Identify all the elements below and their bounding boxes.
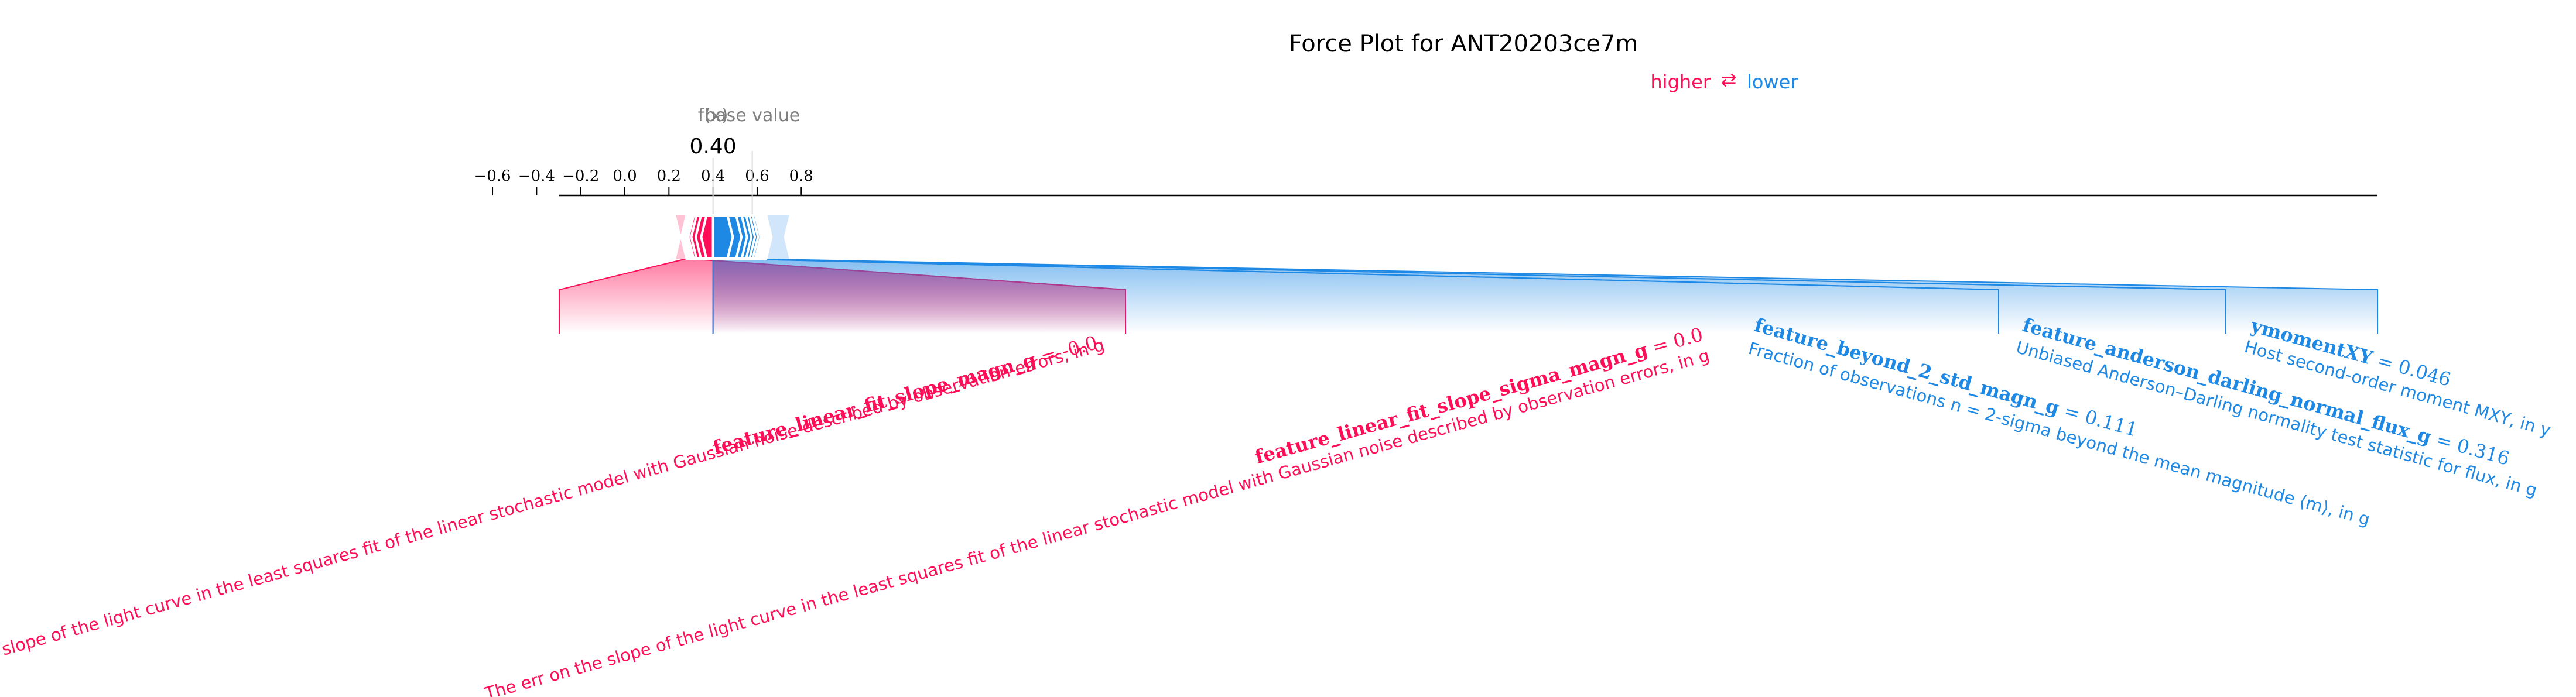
negative-connector-edge xyxy=(727,258,1999,334)
feature-name: feature_linear_fit_slope_sigma_magn_g xyxy=(1253,338,1650,468)
x-tick-label: 0.2 xyxy=(657,167,681,185)
x-tick-label: −0.2 xyxy=(562,167,599,185)
x-tick-label: −0.6 xyxy=(474,167,511,185)
feature-connectors xyxy=(559,258,2378,334)
x-tick-label: −0.4 xyxy=(518,167,555,185)
base-value-label: base value xyxy=(704,105,800,126)
feature-description-2: The err on the slope of the light curve … xyxy=(482,345,1712,697)
feature-description-1: The slope of the light curve in the leas… xyxy=(0,335,1107,669)
chart-title: Force Plot for ANT20203ce7m xyxy=(1289,30,1638,57)
positive-force-segment xyxy=(680,214,689,260)
positive-connector-edge xyxy=(559,258,687,334)
x-tick-label: 0.6 xyxy=(745,167,769,185)
output-value: 0.40 xyxy=(690,135,737,159)
legend-arrow-icon: ⇄ xyxy=(1721,68,1737,91)
negative-connector-fill xyxy=(727,259,2226,334)
negative-force-segment xyxy=(764,214,773,260)
negative-connector-fill xyxy=(713,259,1999,334)
force-bars xyxy=(676,214,789,260)
negative-connector-edge xyxy=(741,258,2378,334)
feature-labels: feature_linear_fit_slope_magn_g = -0.0 T… xyxy=(0,314,2553,697)
negative-connector-edge xyxy=(736,258,2226,334)
x-tick-label: 0.0 xyxy=(613,167,637,185)
x-axis-ticks: −0.6 −0.4 −0.2 0.0 0.2 0.4 0.6 0.8 xyxy=(474,167,813,195)
legend-higher: higher xyxy=(1650,71,1711,93)
legend: higher ⇄ lower xyxy=(1650,68,1798,93)
output-label: f(x) xyxy=(698,105,728,126)
feature-label-2: feature_linear_fit_slope_sigma_magn_g = … xyxy=(1253,323,1705,468)
x-tick-label: 0.8 xyxy=(789,167,813,185)
legend-lower: lower xyxy=(1747,71,1798,93)
